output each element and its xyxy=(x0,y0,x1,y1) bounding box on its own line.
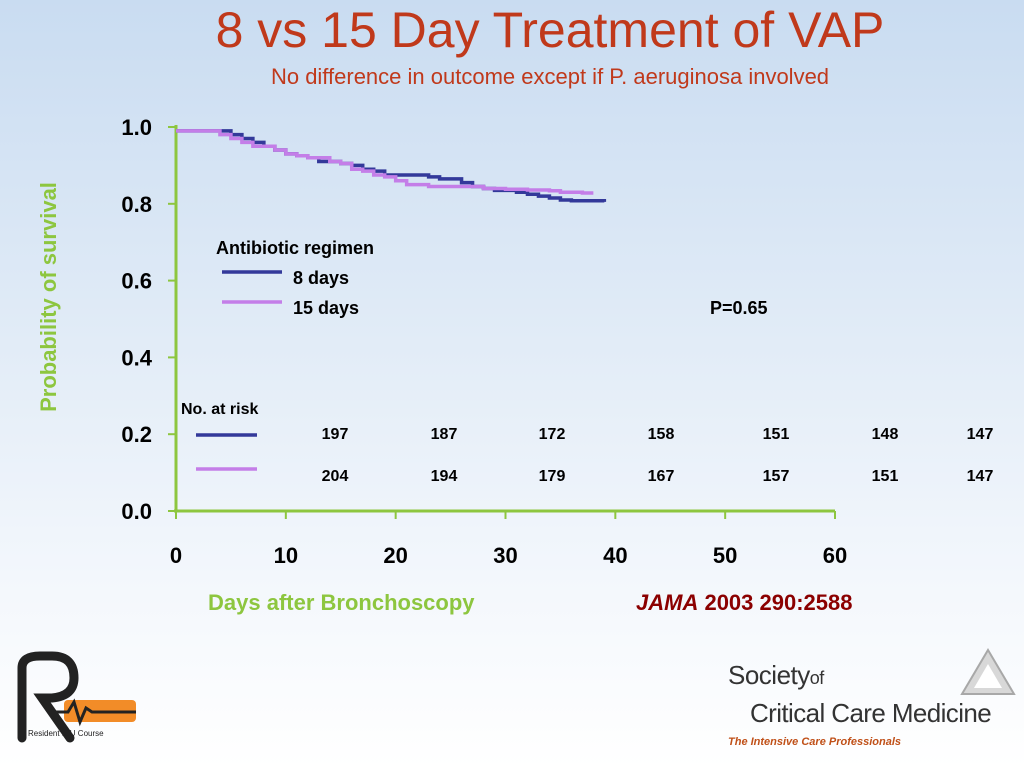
at-risk-value: 179 xyxy=(539,468,566,485)
sccm-society: Societyof xyxy=(728,660,824,691)
ricu-logo: Resident ICU Course xyxy=(12,648,142,748)
at-risk-value: 147 xyxy=(967,426,994,443)
p-value: P=0.65 xyxy=(710,298,768,318)
y-tick-label: 0.6 xyxy=(121,269,152,294)
y-tick-label: 1.0 xyxy=(121,115,152,140)
sccm-triangle-icon xyxy=(960,648,1016,695)
slide-subtitle: No difference in outcome except if P. ae… xyxy=(270,64,830,89)
sccm-of: of xyxy=(809,668,825,688)
y-axis-label: Probability of survival xyxy=(36,182,61,412)
citation-journal: JAMA xyxy=(636,590,699,615)
x-axis-label: Days after Bronchoscopy xyxy=(208,590,475,615)
y-tick-label: 0.8 xyxy=(121,192,152,217)
x-tick-label: 30 xyxy=(493,543,517,568)
at-risk-value: 172 xyxy=(539,426,566,443)
citation: JAMA 2003 290:2588 xyxy=(636,590,852,616)
y-tick-label: 0.0 xyxy=(121,499,152,524)
at-risk-value: 158 xyxy=(648,426,675,443)
at-risk-value: 151 xyxy=(872,468,899,485)
survival-chart: 0.0 0.2 0.4 0.6 0.8 1.0 0 10 20 30 40 50 60 Antibioti… xyxy=(121,115,994,568)
at-risk-value: 147 xyxy=(967,468,994,485)
ricu-caption: Resident ICU Course xyxy=(28,729,104,738)
sccm-logo: Societyof Critical Care Medicine The Int… xyxy=(724,646,1020,756)
x-tick-label: 0 xyxy=(170,543,182,568)
x-tick-label: 40 xyxy=(603,543,627,568)
sccm-tagline: The Intensive Care Professionals xyxy=(728,736,902,748)
sccm-society-text: Society xyxy=(728,660,810,690)
at-risk-value: 204 xyxy=(322,468,349,485)
at-risk-value: 151 xyxy=(763,426,790,443)
legend-label-2: 15 days xyxy=(293,298,359,318)
ricu-logo-graphic: Resident ICU Course xyxy=(17,651,136,743)
at-risk-label: No. at risk xyxy=(181,401,258,418)
series-line-2 xyxy=(176,129,594,195)
at-risk-value: 197 xyxy=(322,426,349,443)
legend-label-1: 8 days xyxy=(293,268,349,288)
citation-rest: 2003 290:2588 xyxy=(698,590,853,615)
sccm-name: Critical Care Medicine xyxy=(750,698,992,728)
at-risk-value: 167 xyxy=(648,468,675,485)
slide-title: 8 vs 15 Day Treatment of VAP xyxy=(215,2,885,58)
at-risk-value: 187 xyxy=(431,426,458,443)
x-tick-label: 20 xyxy=(383,543,407,568)
y-tick-label: 0.4 xyxy=(121,345,152,370)
x-tick-label: 10 xyxy=(274,543,298,568)
at-risk-value: 194 xyxy=(431,468,458,485)
x-tick-label: 50 xyxy=(713,543,737,568)
at-risk-value: 148 xyxy=(872,426,899,443)
y-axis-label-box: Probability of survival xyxy=(20,132,78,462)
at-risk-value: 157 xyxy=(763,468,790,485)
legend-title: Antibiotic regimen xyxy=(216,238,374,258)
x-tick-label: 60 xyxy=(823,543,847,568)
y-tick-label: 0.2 xyxy=(121,422,152,447)
